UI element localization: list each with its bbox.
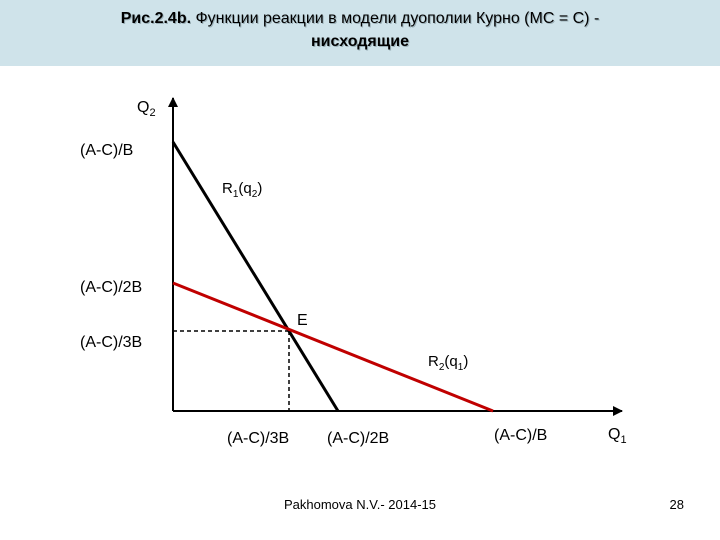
reaction-line-r1 bbox=[171, 141, 340, 412]
x-axis-label: Q1 bbox=[608, 426, 627, 446]
y-tick-label-1: (A-C)/B bbox=[80, 142, 133, 159]
r2-curve-label: R2(q1) bbox=[428, 353, 468, 373]
figure-reference: Рис.2.4b. bbox=[120, 10, 192, 27]
title-line-2: нисходящие bbox=[311, 33, 409, 50]
reaction-line-r2 bbox=[172, 281, 494, 413]
page-number: 28 bbox=[669, 497, 684, 512]
y-axis-label: Q2 bbox=[137, 99, 156, 119]
title-text: Функции реакции в модели дуополии Курно … bbox=[191, 10, 600, 27]
title-bar: Рис.2.4b. Функции реакции в модели дуопо… bbox=[0, 0, 720, 66]
title-line-1: Рис.2.4b. Функции реакции в модели дуопо… bbox=[0, 10, 720, 28]
x-tick-label-3: (A-C)/B bbox=[494, 427, 547, 444]
equilibrium-label: E bbox=[297, 312, 308, 329]
footer-author: Pakhomova N.V.- 2014-15 bbox=[283, 497, 436, 512]
y-tick-label-3: (A-C)/3B bbox=[80, 334, 142, 351]
x-tick-label-1: (A-C)/3B bbox=[227, 430, 289, 447]
x-tick-label-2: (A-C)/2B bbox=[327, 430, 389, 447]
r1-curve-label: R1(q2) bbox=[222, 180, 262, 200]
y-tick-label-2: (A-C)/2B bbox=[80, 279, 142, 296]
